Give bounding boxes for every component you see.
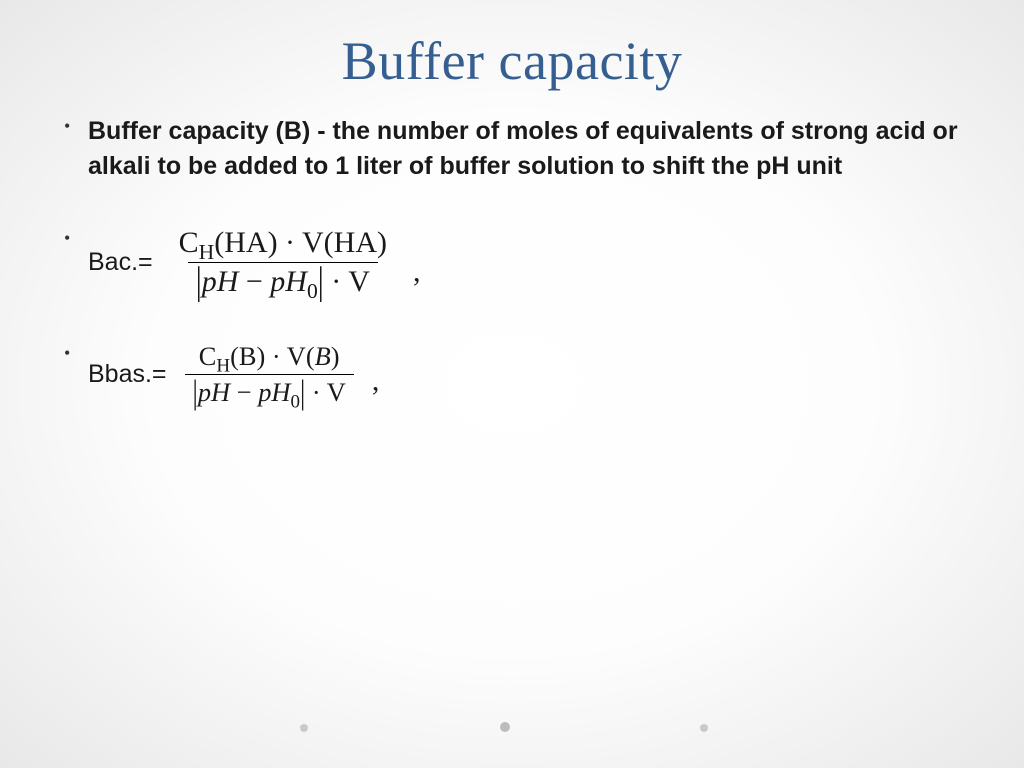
formula-trailing-base: ,: [372, 364, 380, 408]
formula-trailing-acid: ,: [413, 255, 421, 299]
formula-numerator-acid: CH(HA) · V(HA): [171, 226, 395, 262]
formula-fraction-base: CH(B) · V(B) |pH − pH0| · V: [185, 341, 354, 408]
pager-dot[interactable]: [700, 724, 708, 732]
formula-denominator-acid: |pH − pH0| · V: [188, 262, 378, 299]
bullet-list: Buffer capacity (B) - the number of mole…: [60, 114, 964, 408]
pager-dot[interactable]: [300, 724, 308, 732]
slide: Buffer capacity Buffer capacity (B) - th…: [0, 0, 1024, 768]
slide-title: Buffer capacity: [60, 30, 964, 92]
definition-text: Buffer capacity (B) - the number of mole…: [88, 114, 964, 184]
formula-denominator-base: |pH − pH0| · V: [185, 374, 354, 408]
formula-bullet-base: Bbas.= CH(B) · V(B) |pH − pH0| · V ,: [60, 341, 964, 408]
pager-dot-active[interactable]: [500, 722, 510, 732]
formula-fraction-acid: CH(HA) · V(HA) |pH − pH0| · V: [171, 226, 395, 299]
definition-bullet: Buffer capacity (B) - the number of mole…: [60, 114, 964, 184]
formula-acid: Bac.= CH(HA) · V(HA) |pH − pH0| · V ,: [88, 226, 964, 299]
formula-numerator-base: CH(B) · V(B): [191, 341, 348, 374]
formula-base: Bbas.= CH(B) · V(B) |pH − pH0| · V ,: [88, 341, 964, 408]
formula-label-base: Bbas.=: [88, 360, 167, 389]
formula-label-acid: Bac.=: [88, 248, 153, 277]
formula-bullet-acid: Bac.= CH(HA) · V(HA) |pH − pH0| · V ,: [60, 226, 964, 299]
